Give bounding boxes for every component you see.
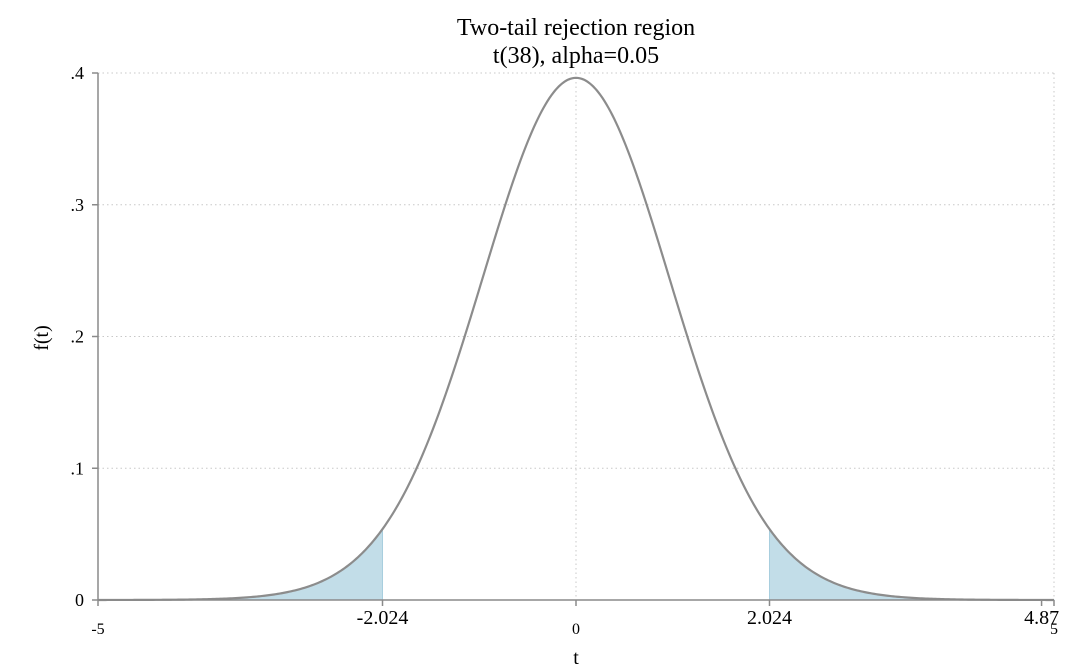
y-tick-label: .2 [71, 327, 85, 347]
y-tick-label: .3 [71, 195, 85, 215]
x-tick-label: -2.024 [357, 607, 409, 629]
x-tick-label: -5 [91, 621, 104, 638]
y-tick-label: .4 [71, 63, 85, 83]
right-rejection-region [768, 527, 1055, 601]
x-axis-label: t [573, 647, 579, 666]
y-tick-label: .1 [71, 458, 85, 478]
y-axis-label: f(t) [31, 325, 53, 351]
x-tick-label: 2.024 [747, 607, 792, 629]
y-tick-labels: 0 .1 .2 .3 .4 [71, 63, 85, 610]
chart-title: Two-tail rejection region [457, 15, 695, 41]
density-curve [98, 76, 1054, 602]
x-tick-label: 0 [572, 621, 580, 638]
y-tick-label: 0 [75, 590, 84, 610]
chart-subtitle: t(38), alpha=0.05 [493, 43, 659, 69]
left-rejection-region [97, 527, 384, 601]
x-tick-label: 5 [1050, 621, 1058, 638]
grid-lines [98, 72, 1055, 600]
axes [92, 72, 1055, 606]
x-tick-label: 4.87 [1024, 607, 1059, 629]
density-curve-layer [98, 76, 1054, 602]
x-tick-labels: -5 -2.024 0 2.024 4.875 [91, 607, 1059, 638]
